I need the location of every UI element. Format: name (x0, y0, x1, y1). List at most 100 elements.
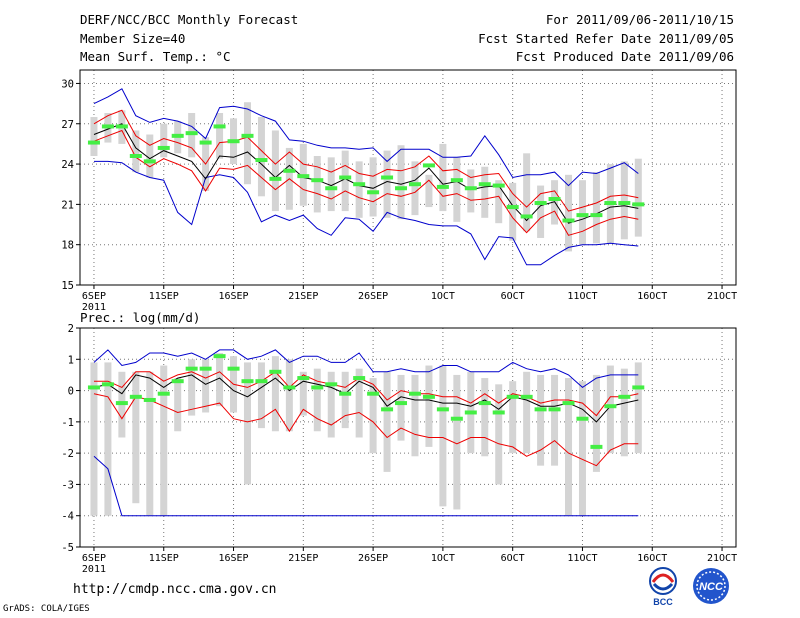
box-bar (481, 378, 489, 457)
box-bar (481, 166, 489, 218)
box-bar (285, 359, 293, 432)
box-bar (146, 134, 154, 178)
ncc-logo-text: NCC (699, 581, 724, 593)
median-marker (436, 407, 449, 412)
mean-line (93, 374, 639, 423)
y-tick-label: -4 (61, 511, 74, 523)
median-marker (381, 175, 394, 180)
median-marker (87, 140, 100, 145)
box-bar (146, 371, 154, 516)
box-bar (216, 113, 224, 159)
box-bar (425, 365, 433, 447)
median-marker (618, 394, 631, 399)
box-bar (313, 368, 321, 432)
box-bar (439, 143, 447, 212)
median-marker (339, 175, 352, 180)
box-bar (355, 161, 363, 218)
median-marker (199, 366, 212, 371)
bcc-logo-text: BCC (653, 597, 673, 607)
box-bar (188, 359, 196, 416)
box-bar (369, 378, 377, 454)
box-bar (495, 180, 503, 224)
median-marker (115, 124, 128, 129)
median-marker (464, 410, 477, 415)
median-marker (227, 366, 240, 371)
y-tick-label: 0 (68, 386, 74, 398)
median-marker (506, 394, 519, 399)
start-date: Fcst Started Refer Date 2011/09/05 (478, 31, 734, 46)
box-bar (509, 381, 517, 454)
box-bar (425, 174, 433, 208)
median-marker (422, 163, 435, 168)
ncc-logo: NCC (693, 568, 729, 604)
median-marker (422, 394, 435, 399)
median-marker (618, 201, 631, 206)
box-bar (620, 368, 628, 457)
median-marker (450, 178, 463, 183)
plot-frame (79, 69, 737, 286)
box-bar (565, 174, 573, 252)
chart-title: DERF/NCC/BCC Monthly Forecast (80, 12, 299, 27)
box-bar (90, 362, 98, 516)
box-bar (397, 374, 405, 441)
median-marker (241, 379, 254, 384)
box-bar (341, 150, 349, 212)
y-tick-label: -2 (61, 448, 74, 460)
median-marker (506, 205, 519, 210)
y-tick-label: 2 (68, 323, 74, 335)
x-tick-label: 6SEP (82, 291, 106, 302)
x-tick-label: 16SEP (218, 553, 248, 564)
median-marker (101, 382, 114, 387)
box-bar (634, 362, 642, 454)
median-marker (450, 416, 463, 421)
std-upper-line (94, 371, 639, 417)
median-marker (590, 444, 603, 449)
box-bar (257, 117, 265, 197)
bcc-logo: BCC (649, 567, 677, 607)
x-tick-label: 21OCT (707, 553, 737, 564)
x-tick-label: 11SEP (149, 291, 179, 302)
median-marker (129, 154, 142, 158)
y-tick-label: -3 (61, 479, 74, 491)
median-marker (632, 385, 645, 390)
median-marker (478, 401, 491, 406)
median-marker (478, 182, 491, 187)
box-bar (495, 384, 503, 485)
y-tick-label: 15 (61, 280, 74, 292)
median-marker (157, 145, 170, 150)
median-marker (562, 218, 575, 223)
chart-panel-0: 15 18 21 24 27 30 6SEP 11SEP 16SEP 21SEP 26SEP 1OCT… (61, 69, 737, 313)
median-marker (87, 385, 100, 390)
box-bar (537, 185, 545, 238)
median-marker (171, 379, 184, 384)
median-marker (185, 131, 198, 136)
box-bar (467, 169, 475, 213)
x-tick-label: 16OCT (637, 553, 667, 564)
y-tick-label: 21 (61, 199, 74, 211)
x-tick-label: 11OCT (567, 291, 597, 302)
box-bar (439, 365, 447, 507)
median-marker (367, 190, 380, 195)
median-marker (353, 182, 366, 187)
box-bar (160, 365, 168, 516)
x-tick-label: 6OCT (501, 553, 525, 564)
box-bar (271, 130, 279, 212)
grads-credit: GrADS: COLA/IGES (3, 604, 90, 614)
mean-line (93, 123, 639, 224)
y-tick-label: 24 (61, 159, 74, 171)
box-bar (243, 362, 251, 485)
produced-date: Fcst Produced Date 2011/09/06 (515, 49, 734, 64)
median-marker (283, 385, 296, 390)
y-tick-label: -1 (61, 417, 74, 429)
box-bar (606, 365, 614, 454)
max-line (93, 88, 639, 187)
box-bar (453, 374, 461, 510)
box-bar (509, 182, 517, 241)
box-bar (243, 102, 251, 185)
median-marker (395, 401, 408, 406)
source-url[interactable]: http://cmdp.ncc.cma.gov.cn (73, 582, 277, 597)
x-tick-label: 1OCT (431, 553, 455, 564)
box-bar (537, 374, 545, 466)
median-marker (269, 176, 282, 181)
